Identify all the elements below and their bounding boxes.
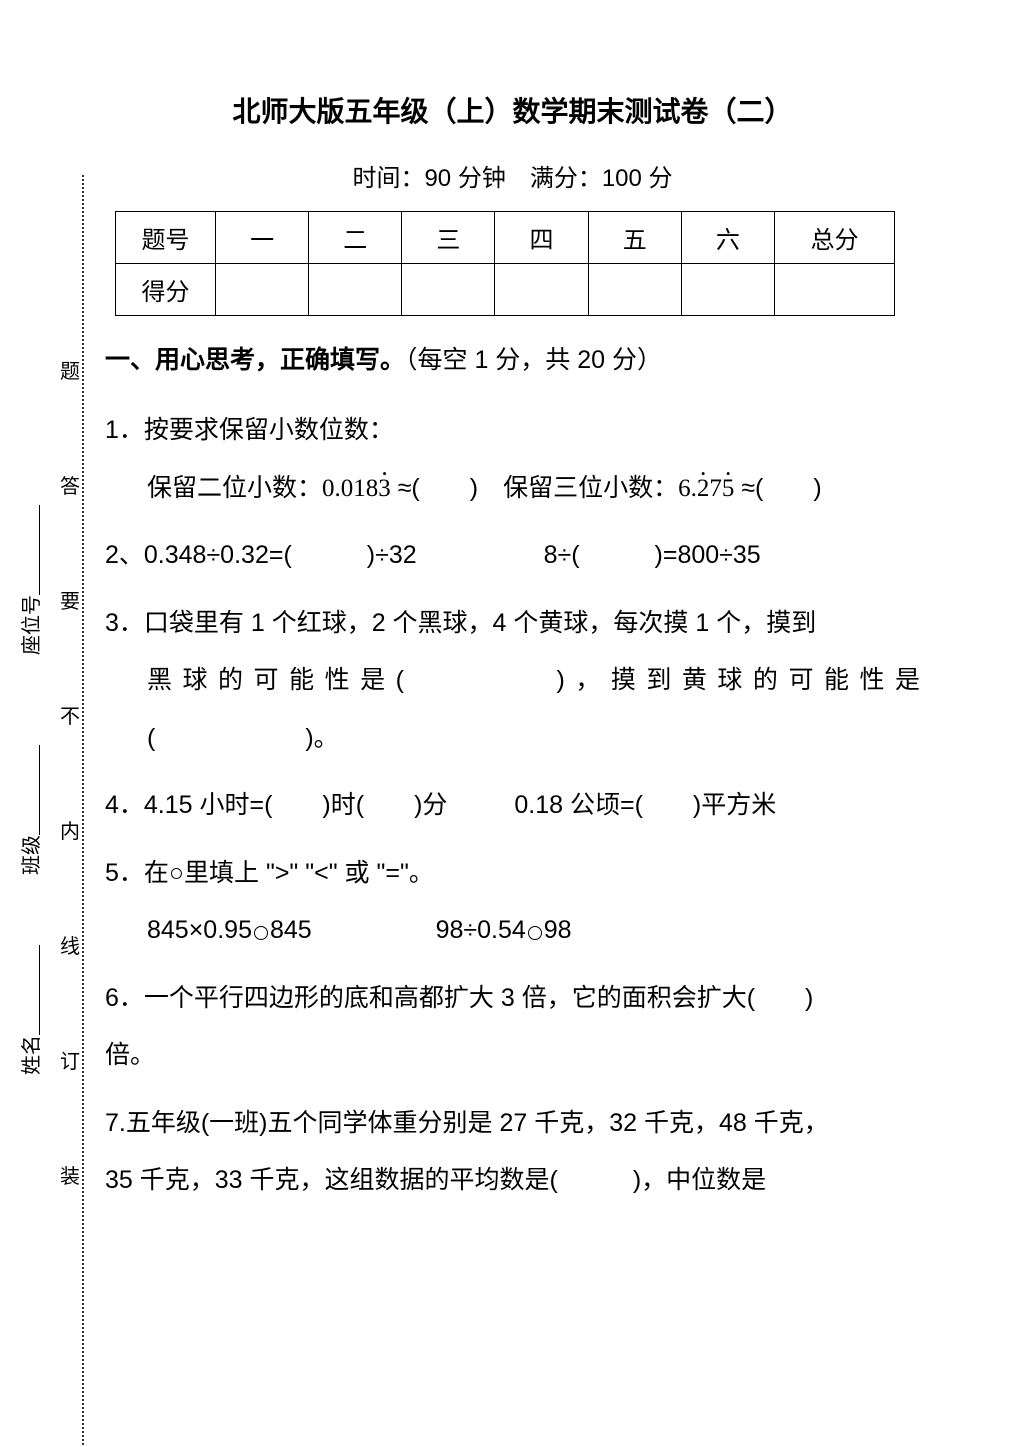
- table-header-row: 题号 一 二 三 四 五 六 总分: [116, 212, 895, 264]
- q1-sub: 保留二位小数：0.0183 ≈( ) 保留三位小数：6.275 ≈( ): [105, 460, 920, 518]
- q7-line2: 35 千克，33 千克，这组数据的平均数是( )，中位数是: [105, 1166, 766, 1194]
- bind-char-0: 装: [60, 1160, 80, 1189]
- bind-char-1: 订: [60, 1045, 80, 1074]
- q6-line1: 6．一个平行四边形的底和高都扩大 3 倍，它的面积会扩大( ): [105, 984, 813, 1012]
- binding-sidebar: 姓名 班级 座位号 装 订 线 内 不 要 答 题: [0, 175, 105, 1445]
- score-2: [309, 264, 402, 316]
- bind-char-3: 内: [60, 815, 80, 844]
- score-5: [588, 264, 681, 316]
- th-4: 四: [495, 212, 588, 264]
- q1b-pre: 保留三位小数：: [503, 474, 678, 502]
- question-3: 3．口袋里有 1 个红球，2 个黑球，4 个黄球，每次摸 1 个，摸到 黑球的可…: [105, 595, 920, 768]
- seat-field: 座位号: [15, 505, 44, 655]
- q7-line1: 7.五年级(一班)五个同学体重分别是 27 千克，32 千克，48 千克，: [105, 1109, 829, 1137]
- section-1-heading: 一、用心思考，正确填写。（每空 1 分，共 20 分）: [105, 340, 920, 376]
- q5-text: 5．在○里填上 ">" "<" 或 "="。: [105, 859, 434, 887]
- q5b2: 98: [544, 916, 572, 944]
- q5a2: 845: [270, 916, 312, 944]
- exam-subtitle: 时间：90 分钟 满分：100 分: [105, 158, 920, 193]
- class-field: 班级: [15, 745, 44, 875]
- q3-line2: 黑球的可能性是( )，摸到黄球的可能性是: [105, 652, 920, 710]
- circle-icon: [528, 926, 542, 940]
- question-1: 1．按要求保留小数位数： 保留二位小数：0.0183 ≈( ) 保留三位小数：6…: [105, 402, 920, 517]
- th-6: 六: [681, 212, 774, 264]
- score-label: 得分: [116, 264, 216, 316]
- score-3: [402, 264, 495, 316]
- question-2: 2、0.348÷0.32=( )÷32 8÷( )=800÷35: [105, 527, 920, 585]
- circle-icon: [254, 926, 268, 940]
- q1b-post: ≈( ): [734, 474, 821, 502]
- name-field: 姓名: [15, 945, 44, 1075]
- section-1-bold: 一、用心思考，正确填写。: [105, 346, 405, 374]
- q5b1: 98÷0.54: [436, 916, 526, 944]
- q1b-d2: 5: [722, 460, 735, 518]
- bind-char-7: 题: [60, 355, 80, 384]
- bind-char-5: 要: [60, 585, 80, 614]
- q1a-num1: 0.018: [322, 475, 378, 502]
- score-table: 题号 一 二 三 四 五 六 总分 得分: [115, 211, 895, 316]
- question-4: 4．4.15 小时=( )时( )分 0.18 公顷=( )平方米: [105, 777, 920, 835]
- question-6: 6．一个平行四边形的底和高都扩大 3 倍，它的面积会扩大( ) 倍。: [105, 970, 920, 1085]
- question-7: 7.五年级(一班)五个同学体重分别是 27 千克，32 千克，48 千克， 35…: [105, 1095, 920, 1210]
- q1-text: 1．按要求保留小数位数：: [105, 416, 394, 444]
- q5a1: 845×0.95: [147, 916, 252, 944]
- score-total: [775, 264, 895, 316]
- dotted-binding-line: [82, 175, 84, 1445]
- table-score-row: 得分: [116, 264, 895, 316]
- bind-char-4: 不: [60, 700, 80, 729]
- q4a: 4．4.15 小时=( )时( )分: [105, 777, 447, 835]
- q1a-pre: 保留二位小数：: [147, 474, 322, 502]
- q1a-post: ≈( ): [391, 474, 478, 502]
- score-4: [495, 264, 588, 316]
- question-5: 5．在○里填上 ">" "<" 或 "="。 845×0.95 845 98÷0.…: [105, 845, 920, 960]
- th-total: 总分: [775, 212, 895, 264]
- section-1-rest: （每空 1 分，共 20 分）: [405, 346, 662, 374]
- q3-line1: 3．口袋里有 1 个红球，2 个黑球，4 个黄球，每次摸 1 个，摸到: [105, 609, 816, 637]
- q1b-mid: 7: [709, 475, 722, 502]
- q4b: 0.18 公顷=( )平方米: [514, 777, 776, 835]
- q5-sub: 845×0.95 845 98÷0.54 98: [105, 902, 920, 960]
- q1a-dot: 3: [378, 460, 391, 518]
- exam-title: 北师大版五年级（上）数学期末测试卷（二）: [105, 90, 920, 130]
- score-6: [681, 264, 774, 316]
- q1b-num1: 6.: [678, 475, 697, 502]
- q2a: 2、0.348÷0.32=( )÷32: [105, 527, 417, 585]
- page-content: 北师大版五年级（上）数学期末测试卷（二） 时间：90 分钟 满分：100 分 题…: [105, 90, 920, 1220]
- score-1: [216, 264, 309, 316]
- th-1: 一: [216, 212, 309, 264]
- th-label: 题号: [116, 212, 216, 264]
- th-3: 三: [402, 212, 495, 264]
- bind-char-6: 答: [60, 470, 80, 499]
- th-5: 五: [588, 212, 681, 264]
- th-2: 二: [309, 212, 402, 264]
- q2b: 8÷( )=800÷35: [544, 527, 761, 585]
- bind-char-2: 线: [60, 930, 80, 959]
- q1b-d1: 2: [697, 460, 710, 518]
- q6-line2: 倍。: [105, 1041, 155, 1069]
- q3-line3: ( )。: [105, 710, 920, 768]
